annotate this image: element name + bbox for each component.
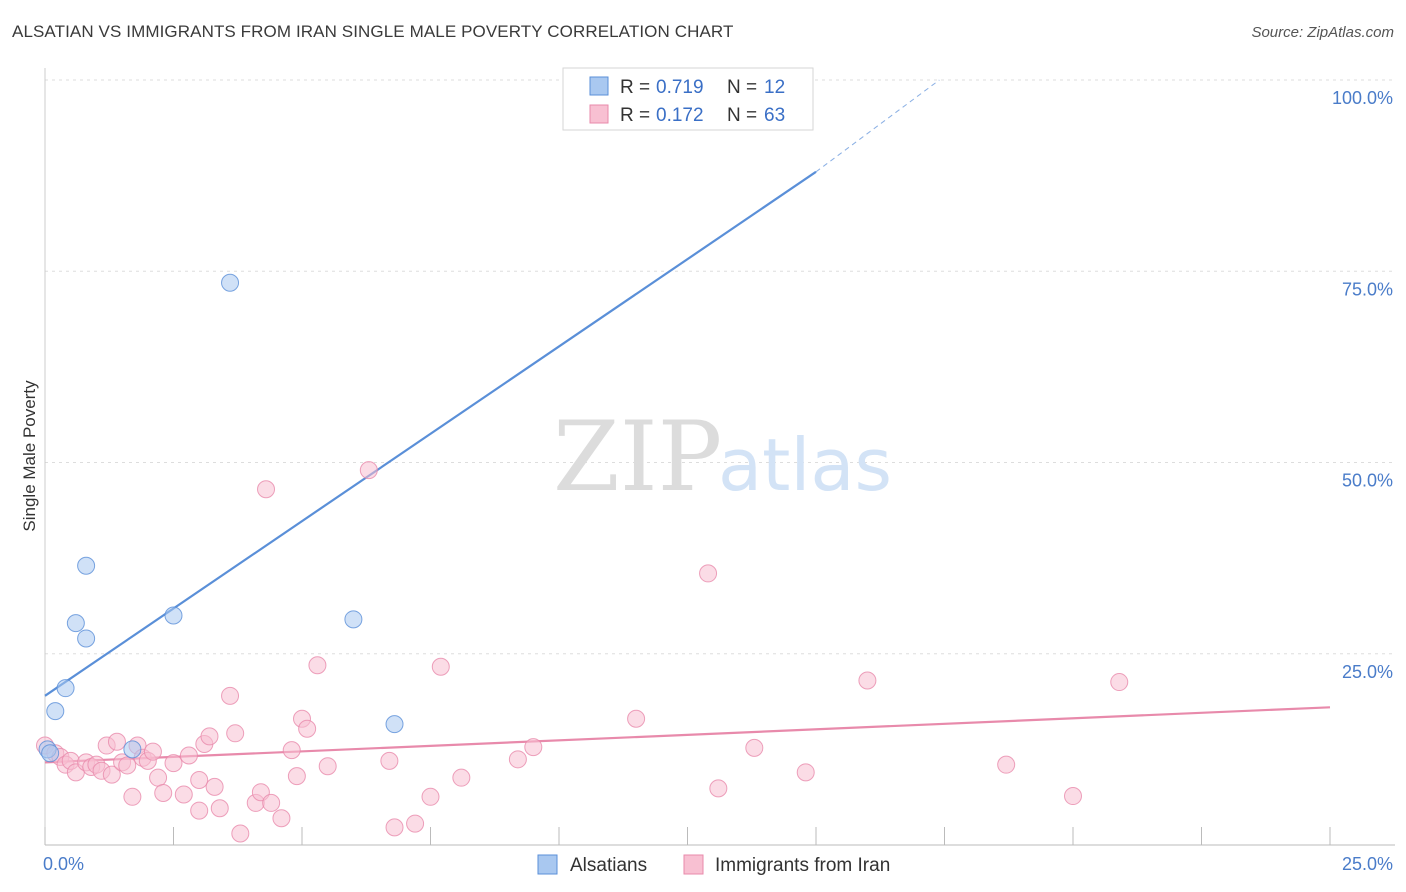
data-point [143, 742, 162, 761]
chart-source: Source: ZipAtlas.com [1251, 24, 1394, 41]
data-point [344, 610, 363, 629]
data-point [272, 809, 291, 828]
legend-r-label: R = [620, 77, 650, 98]
data-point [41, 744, 60, 763]
data-point [164, 754, 183, 773]
data-point [123, 787, 142, 806]
legend-swatch [589, 76, 609, 96]
data-point [318, 757, 337, 776]
watermark-atlas: atlas [718, 423, 892, 507]
data-point [452, 768, 471, 787]
data-point [179, 746, 198, 765]
data-point [221, 273, 240, 292]
legend-r-value: 0.172 [656, 105, 704, 126]
data-point [1110, 673, 1129, 692]
data-point [709, 779, 728, 798]
data-point [298, 719, 317, 738]
data-point [210, 799, 229, 818]
data-point [627, 709, 646, 728]
data-point [164, 606, 183, 625]
data-point [308, 656, 327, 675]
legend-n-value: 12 [764, 77, 785, 98]
data-point [77, 629, 96, 648]
data-point [524, 738, 543, 757]
bottom-legend-swatch [683, 854, 704, 875]
y-tick-label: 25.0% [1342, 662, 1393, 682]
data-point [77, 556, 96, 575]
chart-title: ALSATIAN VS IMMIGRANTS FROM IRAN SINGLE … [12, 22, 734, 41]
data-point [406, 814, 425, 833]
data-point [796, 763, 815, 782]
x-tick-label: 0.0% [43, 854, 84, 874]
watermark: ZIP atlas [553, 401, 892, 513]
data-point [123, 740, 142, 759]
legend-r-value: 0.719 [656, 77, 704, 98]
data-point [699, 564, 718, 583]
bottom-legend-label: Alsatians [570, 855, 647, 876]
data-point [1064, 787, 1082, 806]
y-tick-label: 75.0% [1342, 279, 1393, 299]
data-point [174, 785, 193, 804]
data-point [508, 750, 527, 769]
bottom-legend: Alsatians Immigrants from Iran [537, 854, 890, 876]
data-point [385, 818, 404, 837]
data-point [997, 755, 1016, 774]
data-point [190, 801, 209, 820]
data-point [421, 787, 440, 806]
legend-n-label: N = [727, 105, 757, 126]
data-point [262, 793, 281, 812]
data-point [282, 741, 301, 760]
data-point [858, 671, 877, 690]
bottom-legend-swatch [537, 854, 558, 875]
axes-layer: 25.0% 50.0% 75.0% 100.0% 0.0% 25.0% [43, 68, 1395, 874]
data-point [380, 751, 399, 770]
y-axis-label: Single Male Poverty [20, 380, 39, 532]
legend-r-label: R = [620, 105, 650, 126]
legend-swatch [589, 104, 609, 124]
data-point [205, 777, 224, 796]
x-tick-label: 25.0% [1342, 854, 1393, 874]
grid-layer [45, 79, 1395, 655]
y-tick-label: 100.0% [1332, 88, 1393, 108]
data-point [102, 765, 121, 784]
data-point [107, 732, 126, 751]
legend: R = 0.719 N = 12 R = 0.172 N = 63 [562, 67, 814, 131]
legend-n-value: 63 [764, 105, 785, 126]
data-point [200, 727, 219, 746]
data-point [385, 715, 404, 734]
legend-n-label: N = [727, 77, 757, 98]
data-point [359, 461, 378, 480]
trend-line-extension [815, 79, 940, 173]
data-point [154, 783, 173, 802]
y-tick-label: 50.0% [1342, 471, 1393, 491]
data-point [56, 679, 75, 698]
data-point [221, 686, 240, 705]
data-point [226, 724, 245, 743]
data-point [149, 768, 168, 787]
data-point [231, 824, 250, 843]
data-point [118, 756, 137, 775]
data-point [745, 738, 764, 757]
bottom-legend-label: Immigrants from Iran [715, 855, 890, 876]
data-point [190, 770, 209, 789]
watermark-zip: ZIP [553, 401, 722, 513]
points-layer [36, 273, 1129, 843]
data-point [257, 480, 276, 499]
data-point [287, 767, 306, 786]
data-point [431, 657, 450, 676]
data-point [46, 702, 65, 721]
data-point [66, 614, 85, 633]
trend-line [44, 706, 1331, 764]
